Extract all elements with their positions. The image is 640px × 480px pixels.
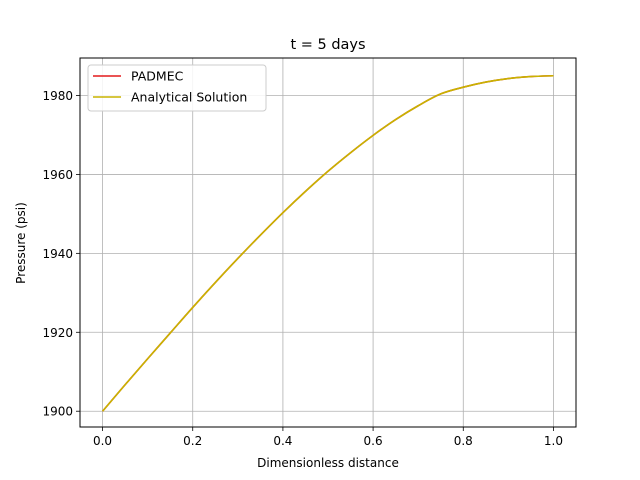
series-line-0 — [101, 74, 554, 412]
legend-label: PADMEC — [131, 69, 184, 84]
x-tick-label: 1.0 — [544, 434, 563, 448]
legend: PADMEC Analytical Solution — [87, 64, 267, 112]
x-axis-label: Dimensionless distance — [257, 456, 399, 470]
x-axis: 0.0 0.2 0.4 0.6 0.8 1.0 — [93, 427, 563, 448]
x-tick-label: 0.0 — [93, 434, 112, 448]
chart-title: t = 5 days — [290, 37, 365, 53]
series-layer — [101, 74, 554, 412]
series-line-1 — [101, 74, 554, 412]
y-tick-label: 1980 — [42, 89, 73, 103]
plot-frame — [79, 57, 577, 428]
y-axis-label: Pressure (psi) — [14, 202, 28, 284]
x-tick-label: 0.4 — [273, 434, 292, 448]
y-tick-label: 1920 — [42, 326, 73, 340]
grid — [80, 58, 576, 427]
legend-box — [87, 64, 267, 112]
y-tick-label: 1900 — [42, 405, 73, 419]
x-tick-label: 0.6 — [364, 434, 383, 448]
y-tick-label: 1940 — [42, 247, 73, 261]
legend-label: Analytical Solution — [131, 90, 247, 105]
x-tick-label: 0.8 — [454, 434, 473, 448]
y-axis: 1900 1920 1940 1960 1980 — [42, 89, 80, 419]
x-tick-label: 0.2 — [183, 434, 202, 448]
y-tick-label: 1960 — [42, 168, 73, 182]
